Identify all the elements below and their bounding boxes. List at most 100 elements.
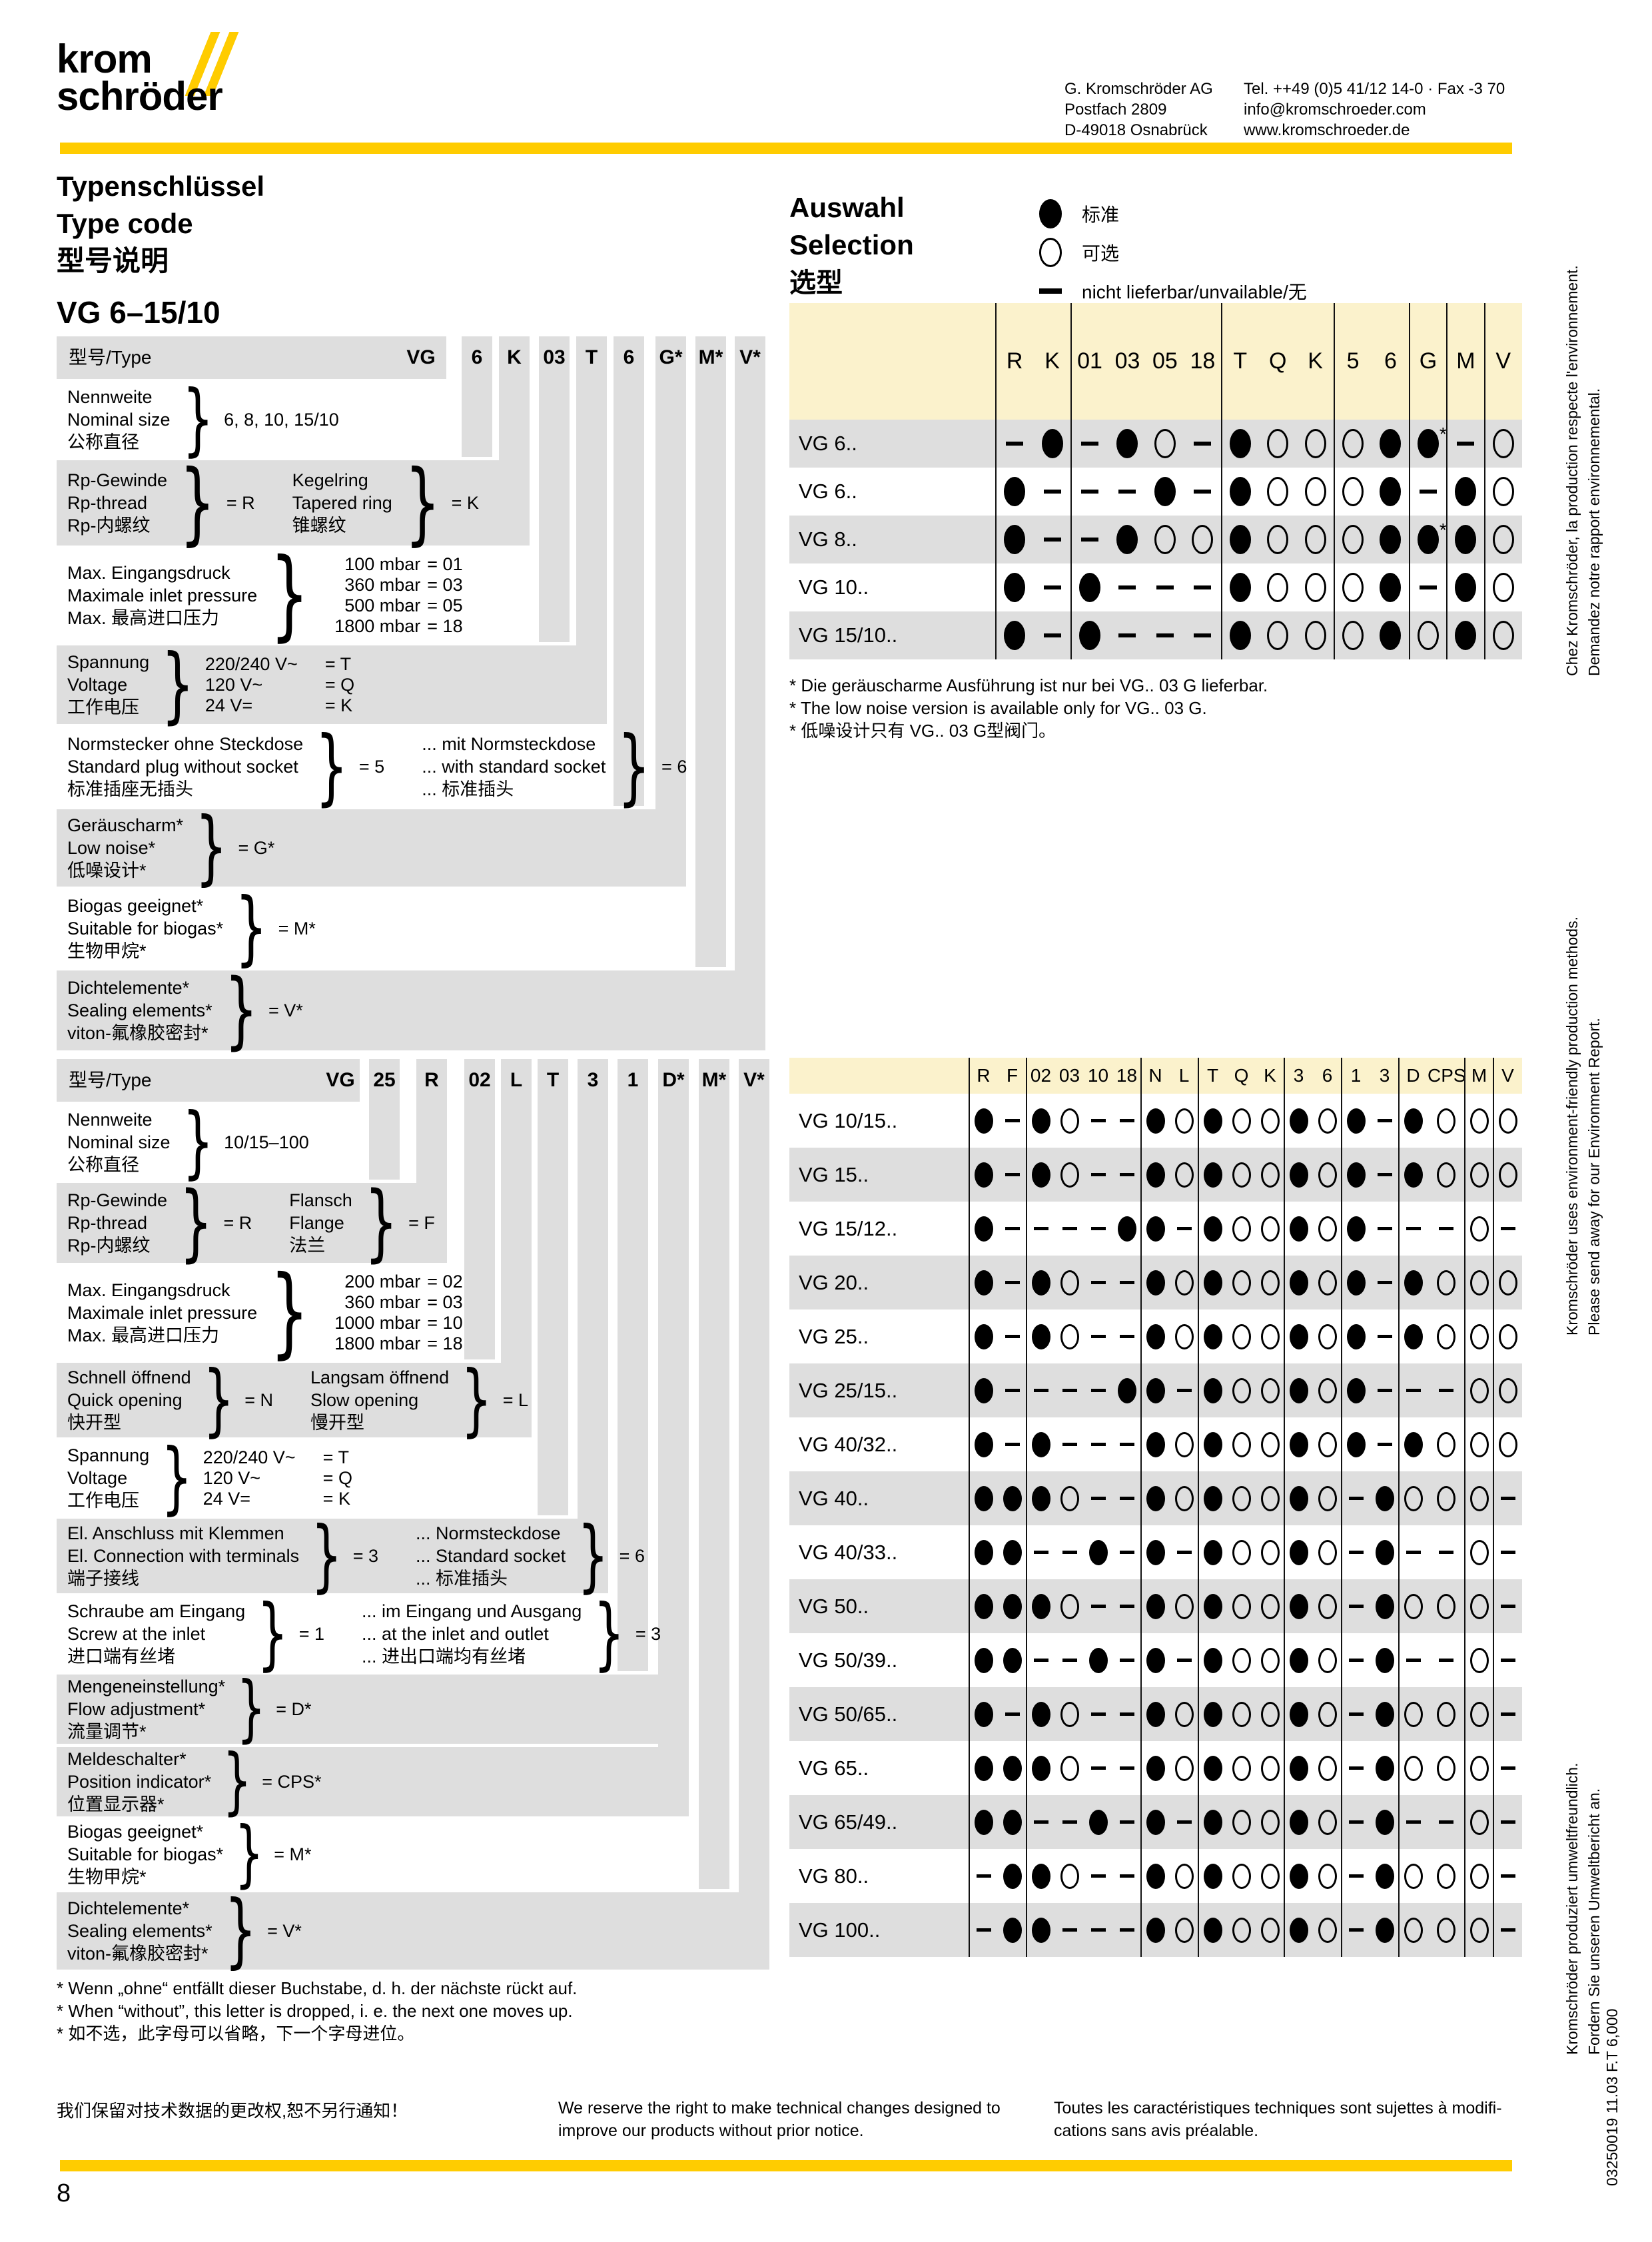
matrix-cell (998, 1094, 1027, 1148)
matrix-cell (1141, 1795, 1170, 1849)
optional-ring (1232, 1162, 1251, 1188)
matrix-cell (1170, 1795, 1198, 1849)
matrix-cell (1112, 1417, 1141, 1471)
code-column-bar (578, 1059, 608, 1593)
matrix-cell (1227, 1363, 1256, 1417)
type-row-label-line: 低噪设计* (67, 861, 147, 881)
matrix-cell (1493, 1741, 1522, 1795)
value-list-item: 220/240 V~ = T (203, 1447, 352, 1468)
unavailable-dash (1090, 1497, 1106, 1500)
type-code-3: 3 (587, 1069, 599, 1091)
matrix-cell (1342, 1202, 1370, 1256)
unavailable-dash (1348, 1605, 1364, 1608)
matrix-cell (1372, 420, 1409, 468)
matrix-cell (1033, 468, 1070, 516)
matrix-header-band (789, 1058, 1522, 1094)
optional-ring (1498, 1108, 1517, 1134)
optional-ring (1318, 1647, 1337, 1673)
type-row-code-value: = R (226, 492, 255, 513)
type-option-group: Normstecker ohne Steckdose Standard plug … (67, 725, 384, 809)
footer-en-line: improve our products without prior notic… (558, 2121, 864, 2140)
type-row-labels: Geräuscharm* Low noise* 低噪设计* (67, 814, 183, 882)
matrix-cell (1399, 1579, 1428, 1633)
matrix-cell (1334, 611, 1372, 659)
matrix-cell (1227, 1202, 1256, 1256)
brace-glyph: } (315, 718, 348, 815)
unavailable-dash (1500, 1605, 1515, 1608)
matrix-cell (1313, 1903, 1342, 1957)
type-row: Rp-Gewinde Rp-thread Rp-内螺纹} = R Kegelring Ta… (57, 458, 773, 548)
standard-dot (1031, 1755, 1050, 1781)
standard-dot (1146, 1539, 1165, 1565)
address-line: Postfach 2809 (1064, 101, 1167, 119)
type-row-label-line: Sealing elements* (67, 1000, 212, 1020)
optional-ring (1174, 1593, 1194, 1619)
matrix-cell (1112, 1363, 1141, 1417)
matrix-col-header: M (1471, 1065, 1487, 1086)
type-row-label-line: Voltage (67, 675, 128, 695)
optional-ring (1060, 1323, 1079, 1349)
legend-label: nicht lieferbar/unvailable/无 (1082, 282, 1307, 302)
matrix-col-header: T (1233, 348, 1248, 374)
matrix-cell (998, 1741, 1027, 1795)
matrix-cell (1428, 1471, 1465, 1525)
type-row-label-line: Voltage (67, 1468, 128, 1488)
type-row-label-line: 端子接线 (67, 1569, 139, 1589)
optional-ring (1437, 1323, 1455, 1349)
type-row-label-line: 公称直径 (67, 1155, 139, 1175)
matrix-row-label: VG 65/49.. (799, 1810, 898, 1834)
type-row-label-line: Rp-Gewinde (67, 470, 168, 490)
matrix-col-header: 1 (1350, 1065, 1362, 1086)
type-row-code-value: = 1 (298, 1623, 325, 1644)
matrix-cell (1084, 1417, 1112, 1471)
matrix-cell (1198, 1256, 1227, 1309)
footer-note-zh: 我们保留对技术数据的更改权,恕不另行通知！ (57, 2099, 408, 2122)
unavailable-dash (1348, 1497, 1364, 1500)
type-row-labels: Max. Eingangsdruck Maximale inlet pressur… (67, 1279, 257, 1347)
matrix-cell (1112, 1849, 1141, 1903)
optional-ring (1469, 1485, 1489, 1511)
unavailable-dash (1090, 1605, 1106, 1608)
unavailable-dash (1348, 1766, 1364, 1770)
matrix-cell (1222, 420, 1259, 468)
optional-ring (1437, 1108, 1455, 1134)
company-contact: Tel. ++49 (0)5 41/12 14-0 · Fax -3 70 inf… (1244, 79, 1505, 141)
matrix-cell (1370, 1795, 1399, 1849)
margin-note-de: Kromschröder produziert umweltfreundlich… (1561, 1549, 1605, 2055)
matrix-cell (1485, 420, 1522, 468)
type-row-labels: Spannung Voltage 工作电压 (67, 651, 149, 719)
unavailable-dash (1156, 633, 1174, 637)
matrix-cell (1372, 611, 1409, 659)
type-row-band (57, 645, 607, 724)
standard-dot (1380, 477, 1402, 506)
matrix-cell (1342, 1849, 1370, 1903)
standard-dot (974, 1377, 993, 1403)
type-row-code-value: = L (502, 1389, 528, 1410)
standard-dot (1289, 1863, 1308, 1889)
matrix-cell (1342, 1094, 1370, 1148)
optional-ring (1232, 1755, 1251, 1781)
matrix-cell (1055, 1094, 1084, 1148)
type-row-label-line: ... Normsteckdose (416, 1523, 561, 1543)
unavailable-dash (1033, 1389, 1048, 1392)
standard-dot (974, 1539, 993, 1565)
matrix-cell (1493, 1633, 1522, 1687)
optional-ring (1060, 1863, 1079, 1889)
matrix-cell (1170, 1202, 1198, 1256)
unavailable-dash (1005, 1119, 1020, 1122)
optional-ring (1232, 1647, 1251, 1673)
matrix-cell (1112, 1256, 1141, 1309)
unavailable-dash (1062, 1227, 1077, 1230)
matrix-cell (1055, 1795, 1084, 1849)
type-row: Rp-Gewinde Rp-thread Rp-内螺纹} = R Flansch Flan… (57, 1181, 773, 1265)
section1-title: VG 6–15/10 (57, 295, 220, 330)
optional-ring (1174, 1162, 1194, 1188)
standard-dot (1146, 1485, 1165, 1511)
matrix-row-label: VG 6.. (799, 432, 857, 455)
matrix-cell (1108, 516, 1146, 563)
matrix-cell (1146, 563, 1184, 611)
matrix-group-divider (969, 1058, 970, 1957)
matrix-cell (1055, 1202, 1084, 1256)
matrix-cell (1256, 1525, 1284, 1579)
type-row: Biogas geeignet* Suitable for biogas* 生物甲烷… (57, 888, 773, 968)
